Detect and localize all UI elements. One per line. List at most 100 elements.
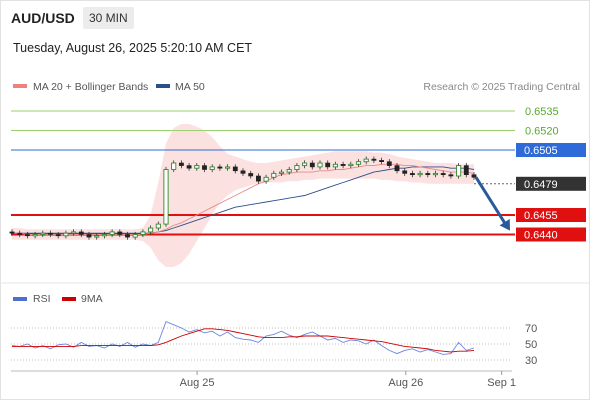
forecast-arrow-shaft xyxy=(474,176,509,228)
rsi-lines xyxy=(11,321,475,355)
symbol-title: AUD/USD xyxy=(11,10,75,26)
candle xyxy=(402,168,408,176)
candle xyxy=(209,164,215,173)
ma20-legend-swatch xyxy=(13,84,27,88)
current-price-line: 0.6479 xyxy=(474,176,586,191)
ma50-legend-swatch xyxy=(156,84,170,88)
level-label-resistance: 0.6520 xyxy=(525,126,559,138)
rsi-legend-label: RSI xyxy=(33,293,51,305)
forecast-arrow-head xyxy=(499,218,510,231)
rsi-tick-label: 30 xyxy=(525,355,537,367)
candle xyxy=(117,229,123,238)
candle xyxy=(217,164,223,171)
candle xyxy=(101,231,107,239)
current-price-label: 0.6479 xyxy=(524,179,558,191)
level-label-pivot: 0.6505 xyxy=(524,145,558,157)
level-tag-pivot xyxy=(516,143,586,157)
candle xyxy=(263,174,269,184)
candle xyxy=(171,160,177,173)
candle xyxy=(325,160,331,170)
candle xyxy=(286,166,292,175)
candle xyxy=(348,161,354,169)
candle xyxy=(24,231,30,239)
candle xyxy=(71,229,77,236)
source-credit: Research © 2025 Trading Central xyxy=(423,81,580,93)
forecast-arrow xyxy=(474,176,510,231)
candle xyxy=(40,230,46,238)
candle xyxy=(379,157,385,165)
level-lines xyxy=(11,110,515,236)
rsi-tick-label: 70 xyxy=(525,323,537,335)
level-tag-support xyxy=(516,227,586,242)
candle xyxy=(302,160,308,169)
candle xyxy=(78,229,84,238)
candle xyxy=(456,163,462,179)
timeframe-badge[interactable]: 30 MIN xyxy=(83,7,134,29)
candle xyxy=(163,166,169,227)
ma9-legend-swatch xyxy=(62,297,76,301)
level-labels: 0.6535 0.6520 0.6505 0.6455 0.6440 xyxy=(516,106,586,242)
candle xyxy=(255,173,261,184)
candle xyxy=(463,163,469,178)
candle xyxy=(340,161,346,169)
candle xyxy=(194,163,200,171)
ma20-legend-label: MA 20 + Bollinger Bands xyxy=(33,81,148,93)
candle xyxy=(232,164,238,174)
candle xyxy=(55,231,61,239)
candle xyxy=(9,229,15,236)
candle xyxy=(125,231,130,240)
candle xyxy=(448,172,454,179)
candle xyxy=(140,229,146,238)
candle xyxy=(386,159,392,169)
current-price-tag xyxy=(516,176,586,191)
candle xyxy=(48,230,53,238)
candle xyxy=(278,169,285,176)
candle xyxy=(332,161,338,170)
candle xyxy=(86,231,92,240)
rsi-legend-swatch xyxy=(13,297,27,301)
x-tick-label: Aug 26 xyxy=(388,377,423,389)
candle xyxy=(371,156,377,163)
chart-header: AUD/USD 30 MIN xyxy=(0,0,590,36)
candles xyxy=(9,156,477,240)
candle xyxy=(432,170,439,178)
rsi-ma9-line xyxy=(12,328,475,353)
candle xyxy=(440,170,446,178)
main-legend: MA 20 + Bollinger Bands MA 50 xyxy=(13,81,205,93)
candle xyxy=(178,160,184,169)
candle xyxy=(155,221,161,231)
timestamp: Tuesday, August 26, 2025 5:20:10 AM CET xyxy=(13,41,253,55)
rsi-line xyxy=(11,321,475,355)
candle xyxy=(109,229,115,238)
x-tick-label: Aug 25 xyxy=(180,377,215,389)
x-tick-label: Sep 1 xyxy=(487,377,516,389)
candle xyxy=(240,168,246,176)
x-axis: Aug 25 Aug 26 Sep 1 xyxy=(11,370,516,389)
candle xyxy=(471,172,477,180)
ma50-legend-label: MA 50 xyxy=(175,81,205,93)
candle xyxy=(417,170,423,178)
candle xyxy=(248,170,254,179)
candle xyxy=(94,233,100,240)
bollinger-band xyxy=(12,124,474,267)
candle xyxy=(202,163,207,173)
rsi-grid: 70 50 30 xyxy=(11,323,537,367)
level-tag-support xyxy=(516,208,586,222)
rsi-legend: RSI 9MA xyxy=(13,293,103,305)
candle xyxy=(148,225,154,235)
candle xyxy=(225,164,231,171)
candle xyxy=(32,231,38,239)
candle xyxy=(425,170,431,178)
ma9-legend-label: 9MA xyxy=(81,293,103,305)
candle xyxy=(317,160,323,170)
candle xyxy=(294,163,300,173)
candle xyxy=(363,156,369,165)
candle xyxy=(394,163,400,174)
candle xyxy=(63,230,69,239)
bollinger-band-area xyxy=(12,124,474,267)
candle xyxy=(355,159,362,167)
candle xyxy=(132,231,138,240)
level-label-support: 0.6440 xyxy=(524,230,558,242)
candle xyxy=(309,160,315,170)
